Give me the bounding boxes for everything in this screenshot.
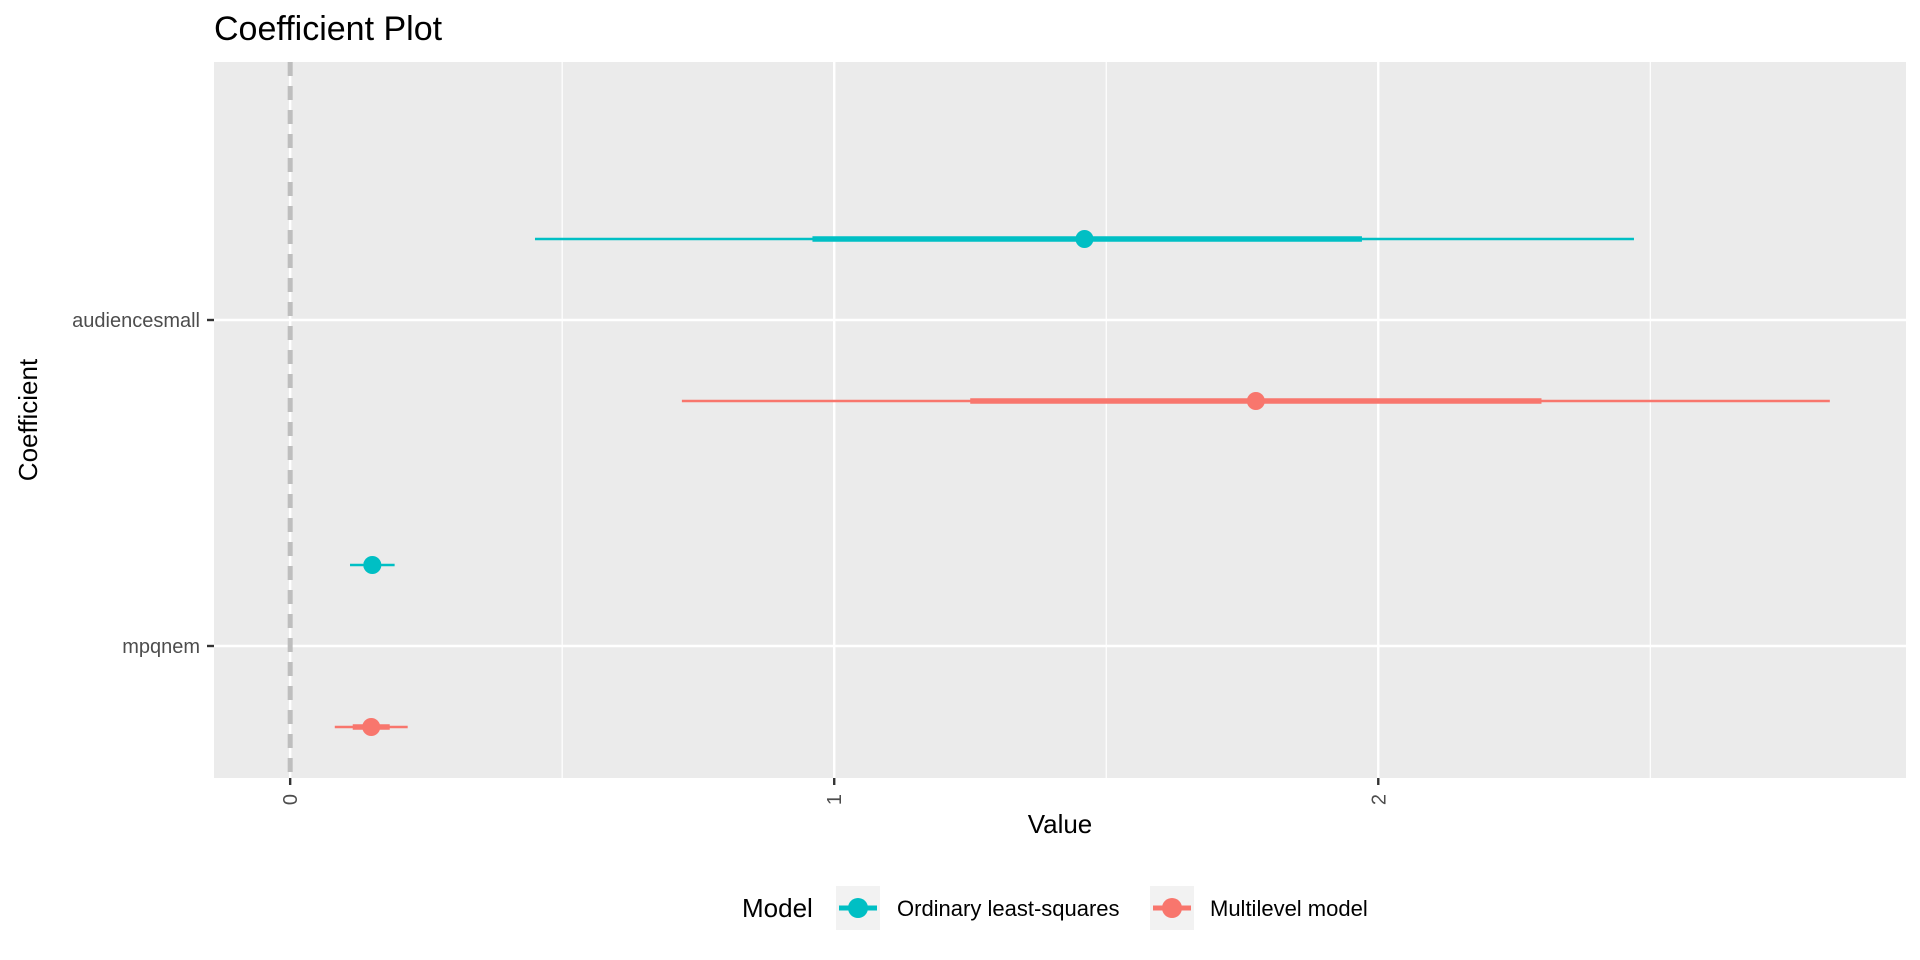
x-tick-label: 0	[280, 794, 302, 805]
x-axis-title: Value	[1028, 809, 1093, 839]
minor-gridlines	[561, 62, 1651, 778]
y-tick-label: audiencesmall	[72, 310, 200, 332]
chart-title: Coefficient Plot	[214, 10, 443, 48]
coefficient-marks	[334, 230, 1830, 736]
x-tick-label: 1	[824, 794, 846, 805]
legend-label: Ordinary least-squares	[897, 896, 1120, 921]
legend-label: Multilevel model	[1210, 896, 1368, 921]
legend-key-point	[1162, 898, 1182, 918]
plot-panel	[214, 62, 1906, 778]
y-tick-label: mpqnem	[122, 636, 200, 658]
y-axis: audiencesmall mpqnem	[72, 310, 214, 658]
major-gridlines	[214, 62, 1906, 778]
x-tick-label: 2	[1368, 794, 1390, 805]
x-axis: 0 1 2	[280, 778, 1390, 805]
estimate-point	[363, 556, 382, 574]
estimate-point	[1246, 392, 1265, 410]
legend: Model Ordinary least-squares Multilevel mo…	[742, 886, 1368, 930]
legend-key-point	[848, 898, 868, 918]
estimate-point	[1075, 230, 1094, 248]
y-axis-title: Coefficient	[13, 358, 43, 481]
estimate-point	[362, 718, 381, 736]
legend-title: Model	[742, 893, 813, 923]
